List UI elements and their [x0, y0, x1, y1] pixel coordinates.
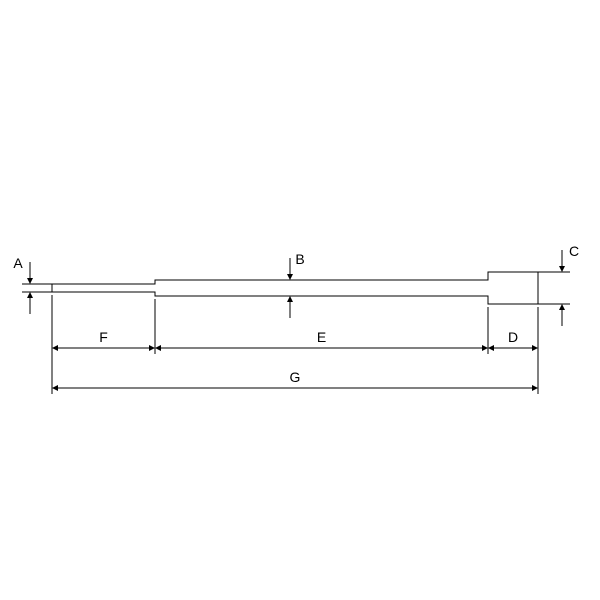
part-outline: [52, 272, 538, 304]
dimension-g: G: [52, 369, 538, 391]
label-d: D: [508, 329, 518, 345]
label-e: E: [317, 329, 326, 345]
label-c: C: [569, 243, 579, 259]
label-f: F: [99, 329, 108, 345]
dimension-e: E: [155, 329, 488, 351]
dimension-b: B: [287, 251, 305, 318]
dimension-diagram: A B C F E D G: [0, 0, 600, 600]
label-g: G: [290, 369, 301, 385]
dimension-c: C: [559, 243, 579, 326]
dimension-f: F: [52, 329, 155, 351]
label-b: B: [295, 251, 304, 267]
label-a: A: [13, 255, 23, 271]
dimension-d: D: [488, 329, 538, 351]
